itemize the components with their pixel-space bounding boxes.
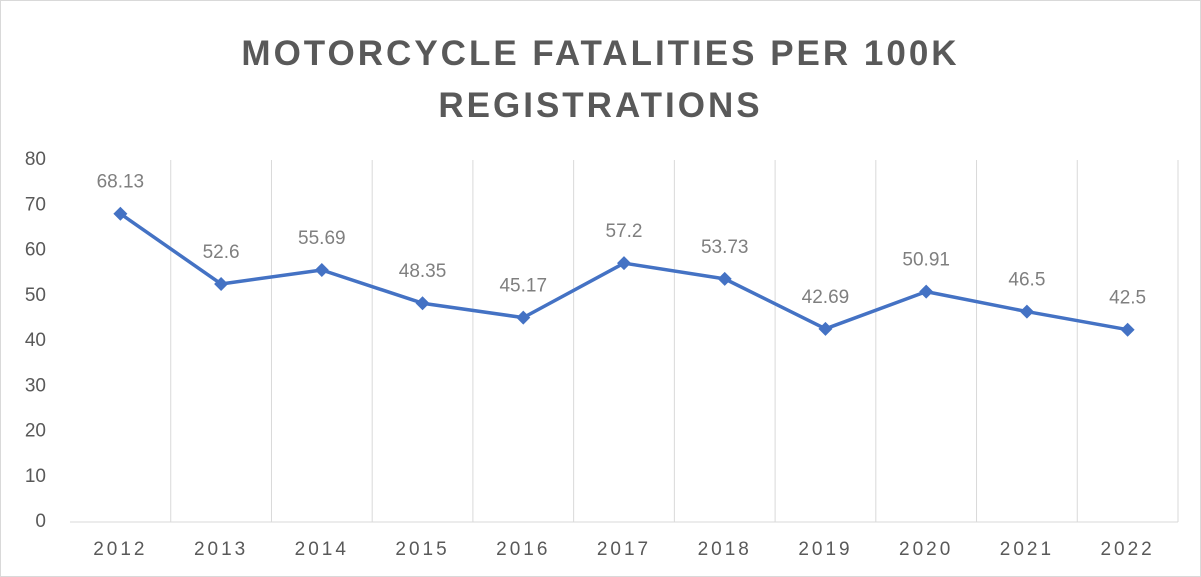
marker (1120, 322, 1135, 337)
marker (818, 321, 833, 336)
y-tick-label: 0 (35, 511, 46, 532)
data-label: 48.35 (399, 261, 447, 282)
marker (314, 263, 329, 278)
data-label: 68.13 (97, 172, 145, 193)
data-label: 57.2 (606, 221, 643, 242)
x-tick-label: 2018 (698, 539, 752, 560)
data-label: 52.6 (203, 242, 240, 263)
marker (919, 284, 934, 299)
data-label: 42.5 (1109, 288, 1146, 309)
x-tick-label: 2012 (93, 539, 147, 560)
y-tick-label: 70 (25, 194, 46, 215)
x-tick-label: 2015 (395, 539, 449, 560)
marker (717, 271, 732, 286)
data-label: 50.91 (902, 250, 950, 271)
x-tick-label: 2022 (1100, 539, 1154, 560)
y-tick-label: 20 (25, 421, 46, 442)
data-label: 55.69 (298, 228, 346, 249)
marker (617, 256, 631, 271)
x-tick-label: 2021 (1000, 539, 1054, 560)
marker (415, 296, 430, 311)
x-tick-label: 2014 (295, 539, 349, 560)
y-tick-label: 10 (25, 466, 46, 487)
y-tick-label: 80 (25, 149, 46, 170)
x-tick-label: 2020 (899, 539, 953, 560)
y-tick-label: 30 (25, 375, 46, 396)
marker (1019, 304, 1034, 319)
y-tick-label: 40 (25, 330, 46, 351)
marker (214, 276, 229, 291)
data-label: 53.73 (701, 237, 749, 258)
y-tick-label: 60 (25, 240, 46, 261)
chart-title: MOTORCYCLE FATALITIES PER 100K REGISTRAT… (241, 34, 960, 125)
y-tick-label: 50 (25, 285, 46, 306)
x-tick-label: 2016 (496, 539, 550, 560)
marker (113, 206, 128, 221)
x-tick-label: 2013 (194, 539, 248, 560)
data-label: 45.17 (499, 276, 547, 297)
data-label: 42.69 (802, 287, 850, 308)
data-label: 46.5 (1008, 270, 1045, 291)
x-tick-label: 2017 (597, 539, 651, 560)
marker (516, 310, 531, 325)
x-tick-label: 2019 (798, 539, 852, 560)
